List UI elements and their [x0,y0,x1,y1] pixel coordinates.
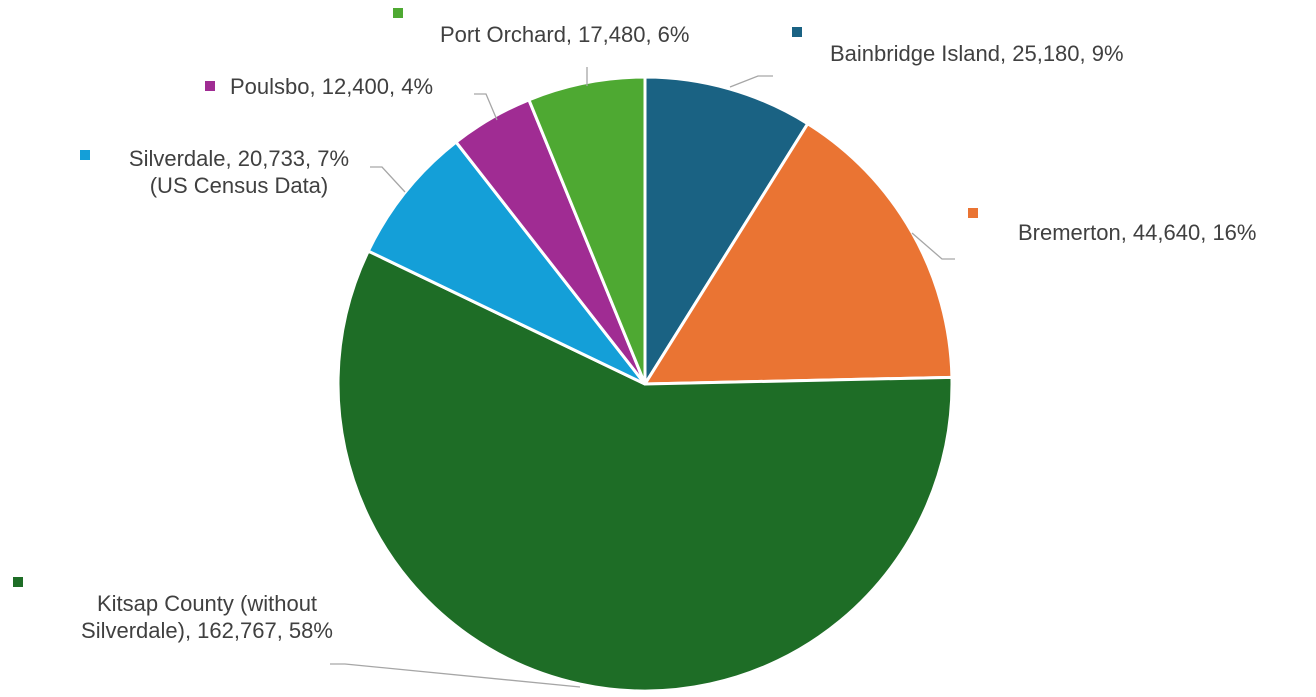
label-swatch-1 [968,208,978,218]
data-label-3: Silverdale, 20,733, 7% (US Census Data) [108,145,370,199]
data-label-line: Bremerton, 44,640, 16% [1018,220,1257,245]
data-label-line: (US Census Data) [149,173,329,198]
data-label-1: Bremerton, 44,640, 16% [1018,219,1256,246]
data-label-4: Poulsbo, 12,400, 4% [230,73,433,100]
leader-line-1 [911,232,955,260]
leader-line-2 [330,663,581,688]
label-swatch-5 [393,8,403,18]
label-swatch-4 [205,81,215,91]
pie-slice-2 [336,249,954,693]
leader-line-4 [474,93,498,121]
data-label-line: Poulsbo, 12,400, 4% [230,74,434,99]
data-label-5: Port Orchard, 17,480, 6% [440,21,689,48]
data-label-2: Kitsap County (without Silverdale), 162,7… [45,590,369,644]
data-label-line: Silverdale, 20,733, 7% [128,146,350,171]
pie-slice-3 [366,140,647,386]
data-label-line: Port Orchard, 17,480, 6% [440,22,690,47]
label-swatch-0 [792,27,802,37]
leader-line-3 [370,166,406,193]
pie-slice-0 [643,75,810,386]
pie-slice-1 [643,122,954,386]
data-label-0: Bainbridge Island, 25,180, 9% [830,40,1124,67]
label-swatch-3 [80,150,90,160]
data-label-line: Kitsap County (without [96,591,318,616]
label-swatch-2 [13,577,23,587]
data-label-line: Silverdale), 162,767, 58% [81,618,333,643]
leader-line-0 [729,75,773,88]
pie-slice-5 [527,75,647,386]
data-label-line: Bainbridge Island, 25,180, 9% [830,41,1124,66]
